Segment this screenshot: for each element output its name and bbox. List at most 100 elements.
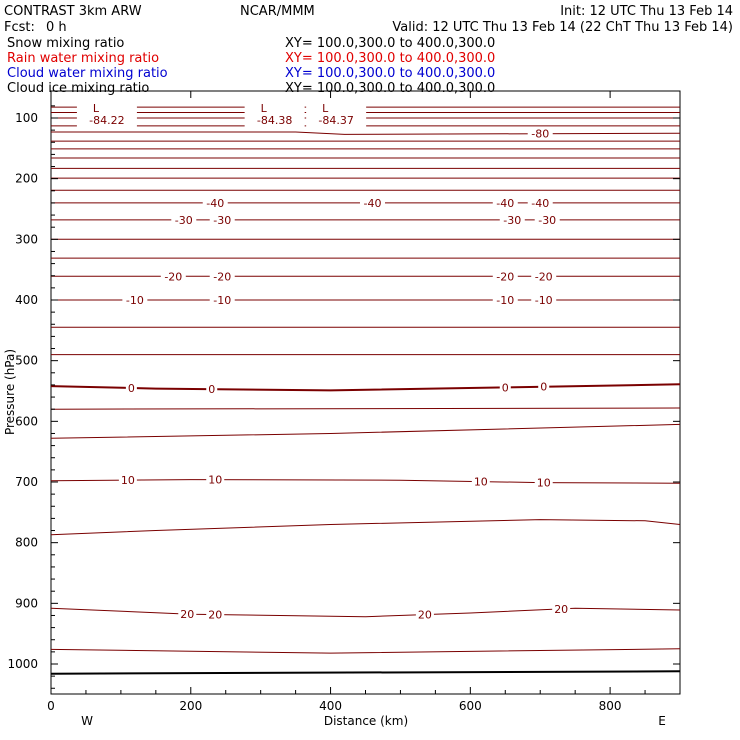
y-tick-label: 500 bbox=[15, 354, 38, 368]
contour-label-bg bbox=[415, 608, 434, 621]
x-tick-label: 200 bbox=[179, 699, 202, 713]
east-label: E bbox=[658, 714, 666, 728]
contour-label-bg bbox=[125, 382, 137, 395]
model-title: CONTRAST 3km ARW bbox=[4, 4, 142, 19]
fcst-label: Fcst: bbox=[4, 20, 35, 35]
contour-label: -20 bbox=[213, 270, 231, 283]
field-name: Cloud ice mixing ratio bbox=[7, 81, 149, 96]
contour-label-bg bbox=[531, 294, 557, 306]
contour-label: 10 bbox=[121, 474, 135, 487]
y-tick-label: 800 bbox=[15, 536, 38, 550]
contour-label: -40 bbox=[496, 197, 514, 210]
contour-label-bg bbox=[202, 196, 228, 209]
isotherm-line bbox=[50, 670, 681, 675]
field-name: Rain water mixing ratio bbox=[7, 51, 159, 66]
contour-label: -20 bbox=[164, 270, 182, 283]
contour-label-bg bbox=[206, 473, 225, 486]
isotherm-line bbox=[50, 423, 681, 439]
contour-label: -20 bbox=[535, 270, 553, 283]
field-legend: Snow mixing ratio XY= 100.0,300.0 to 400.… bbox=[7, 36, 495, 96]
contour-label: -30 bbox=[213, 214, 231, 227]
contour-label-bg bbox=[118, 474, 137, 487]
field-section-coords: XY= 100.0,300.0 to 400.0,300.0 bbox=[285, 51, 495, 66]
contour-label: 20 bbox=[418, 609, 432, 622]
contour-label-bg bbox=[492, 270, 518, 283]
contour-label: 0 bbox=[502, 381, 509, 394]
contour-label-bg bbox=[171, 213, 197, 226]
contour-label: 0 bbox=[208, 383, 215, 396]
minimum-mark: L bbox=[322, 102, 329, 115]
isotherm-line bbox=[50, 407, 681, 410]
contour-label-bg bbox=[527, 127, 553, 140]
contour-label-bg bbox=[499, 213, 525, 226]
plot-frame bbox=[50, 90, 681, 695]
minimum-bg bbox=[306, 100, 367, 128]
contour-label: -10 bbox=[496, 294, 514, 307]
contour-label: 20 bbox=[208, 609, 222, 622]
isotherm-line bbox=[51, 131, 681, 135]
contour-label: -10 bbox=[535, 294, 553, 307]
contour-label-bg bbox=[471, 475, 490, 488]
isotherm-line bbox=[50, 519, 681, 536]
contour-label-bg bbox=[206, 383, 218, 396]
y-tick-label: 300 bbox=[15, 232, 38, 246]
minimum-value: -84.22 bbox=[89, 114, 124, 127]
contour-label: 0 bbox=[128, 382, 135, 395]
field-section-coords: XY= 100.0,300.0 to 400.0,300.0 bbox=[285, 81, 495, 96]
isotherm-line bbox=[50, 383, 681, 392]
contour-label-bg bbox=[178, 608, 197, 621]
minimum-value: -84.38 bbox=[257, 114, 292, 127]
minimum-bg bbox=[244, 100, 305, 128]
y-axis-title: Pressure (hPa) bbox=[3, 349, 17, 435]
fcst-value: 0 h bbox=[46, 20, 67, 35]
contour-label-bg bbox=[209, 294, 235, 306]
contour-label: -40 bbox=[364, 197, 382, 210]
minimum-bg bbox=[76, 100, 137, 128]
contour-label-bg bbox=[534, 213, 560, 226]
isotherm-line bbox=[50, 479, 681, 484]
x-tick-label: 800 bbox=[599, 699, 622, 713]
x-tick-label: 0 bbox=[47, 699, 55, 713]
x-axis: 0 200 400 600 800 bbox=[47, 91, 646, 713]
contour-label: -30 bbox=[503, 214, 521, 227]
west-label: W bbox=[81, 714, 93, 728]
y-tick-label: 700 bbox=[15, 475, 38, 489]
contour-label-bg bbox=[359, 196, 385, 209]
minimum-value: -84.37 bbox=[318, 114, 353, 127]
contour-label-bg bbox=[499, 381, 511, 394]
contour-label: -10 bbox=[213, 294, 231, 307]
y-tick-label: 1000 bbox=[7, 657, 38, 671]
isotherm-line bbox=[50, 648, 681, 654]
minimum-mark: L bbox=[93, 102, 100, 115]
x-tick-label: 600 bbox=[459, 699, 482, 713]
y-tick-label: 100 bbox=[15, 111, 38, 125]
isotherm-lines: -80 -40 -40 -40 -40 -30 -30 -30 -30 -20 -20 -20 -20 -… bbox=[50, 106, 681, 675]
contour-label: -30 bbox=[538, 214, 556, 227]
minimum-mark: L bbox=[261, 102, 268, 115]
contour-label-bg bbox=[492, 196, 518, 209]
y-tick-label: 900 bbox=[15, 596, 38, 610]
contour-label: -30 bbox=[175, 214, 193, 227]
contour-label: -80 bbox=[531, 128, 549, 141]
contour-label-bg bbox=[531, 270, 557, 283]
contour-label: 10 bbox=[537, 477, 551, 490]
contour-label-bg bbox=[209, 213, 235, 226]
contour-label-bg bbox=[527, 196, 553, 209]
valid-time: Valid: 12 UTC Thu 13 Feb 14 (22 ChT Thu … bbox=[392, 20, 733, 35]
contour-label: -20 bbox=[496, 270, 514, 283]
contour-label-bg bbox=[534, 476, 553, 489]
isotherm-line bbox=[50, 607, 681, 618]
init-time: Init: 12 UTC Thu 13 Feb 14 bbox=[560, 4, 733, 19]
contour-label-bg bbox=[206, 608, 225, 621]
contour-label-bg bbox=[209, 270, 235, 283]
contour-label-bg bbox=[492, 294, 518, 306]
contour-label-bg bbox=[160, 270, 186, 283]
field-name: Cloud water mixing ratio bbox=[7, 66, 168, 81]
contour-label-bg bbox=[538, 380, 550, 393]
contour-label: 20 bbox=[554, 603, 568, 616]
center-title: NCAR/MMM bbox=[240, 4, 315, 19]
x-axis-title: Distance (km) bbox=[324, 714, 408, 728]
minimum-markers: L-84.22L-84.38L-84.37 bbox=[76, 100, 367, 128]
